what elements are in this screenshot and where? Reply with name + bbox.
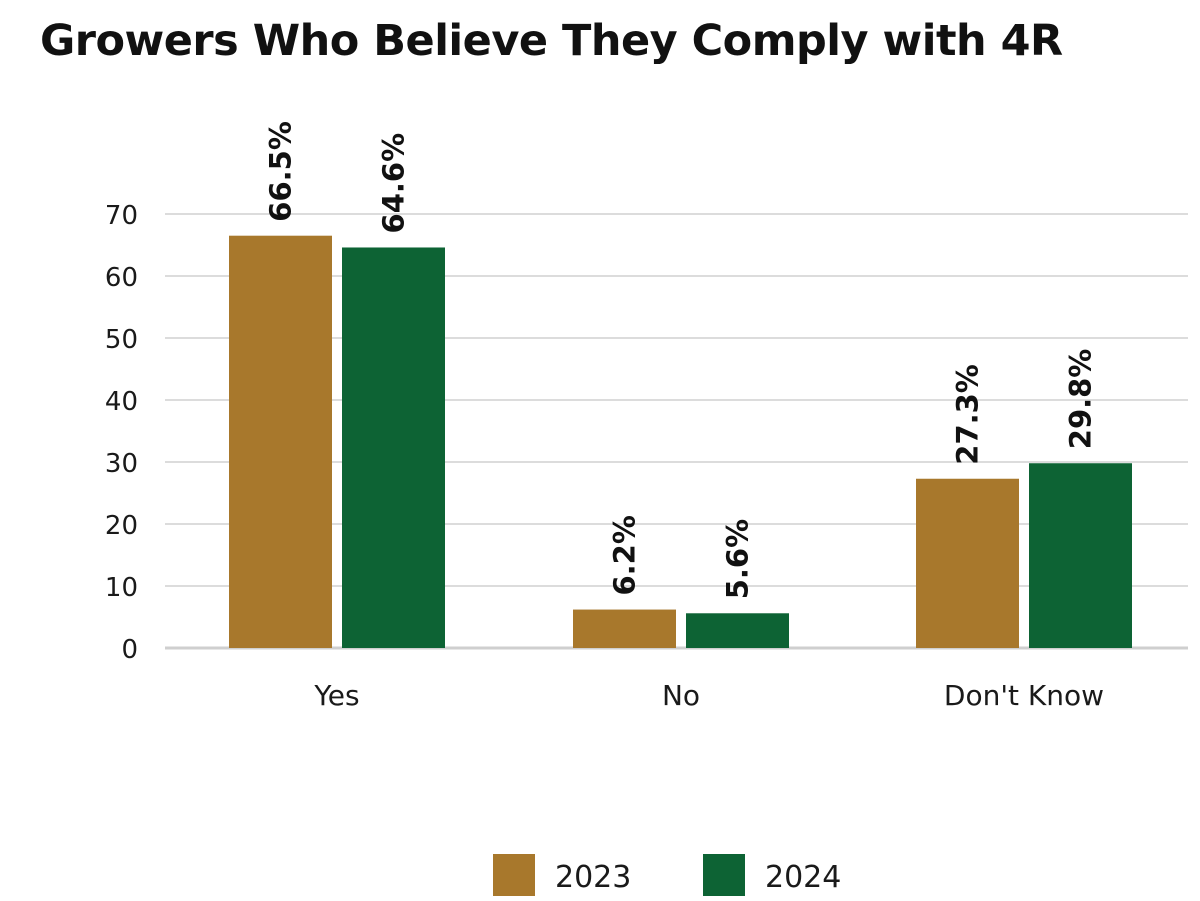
x-axis: Yes No Don't Know (313, 679, 1104, 712)
bar-yes-2024 (342, 247, 445, 649)
gridlines (165, 213, 1188, 650)
x-category-label-no: No (662, 679, 700, 712)
y-tick-label-60: 60 (105, 263, 138, 293)
chart-title: Growers Who Believe They Comply with 4R (40, 16, 1063, 66)
bar-don-t-know-2023 (916, 478, 1019, 648)
y-tick-label-50: 50 (105, 325, 138, 355)
bar-yes-2023 (229, 235, 332, 648)
data-label-yes-2023: 66.5% (264, 121, 298, 222)
legend-label-2023: 2023 (555, 860, 631, 895)
y-tick-label-40: 40 (105, 387, 138, 417)
legend-label-2024: 2024 (765, 860, 841, 895)
y-tick-label-30: 30 (105, 449, 138, 479)
y-tick-label-70: 70 (105, 201, 138, 231)
data-label-don-t-know-2023: 27.3% (951, 364, 985, 465)
bar-no-2023 (573, 609, 676, 648)
data-label-no-2024: 5.6% (721, 519, 755, 599)
data-label-yes-2024: 64.6% (377, 133, 411, 234)
bar-don-t-know-2024 (1029, 463, 1132, 648)
data-label-don-t-know-2024: 29.8% (1064, 349, 1098, 450)
bar-no-2024 (686, 613, 789, 648)
x-category-label-don-t-know: Don't Know (944, 679, 1104, 712)
bars (229, 235, 1132, 649)
y-axis: 0 10 20 30 40 50 60 70 (105, 201, 138, 665)
legend-swatch-2023 (493, 854, 535, 896)
legend-swatch-2024 (703, 854, 745, 896)
data-labels: 66.5% 64.6% 6.2% 5.6% 27.3% 29.8% (264, 121, 1098, 599)
data-label-no-2023: 6.2% (608, 515, 642, 595)
y-tick-label-0: 0 (121, 635, 138, 665)
legend: 2023 2024 (493, 854, 841, 896)
y-tick-label-10: 10 (105, 573, 138, 603)
x-category-label-yes: Yes (313, 679, 359, 712)
y-tick-label-20: 20 (105, 511, 138, 541)
